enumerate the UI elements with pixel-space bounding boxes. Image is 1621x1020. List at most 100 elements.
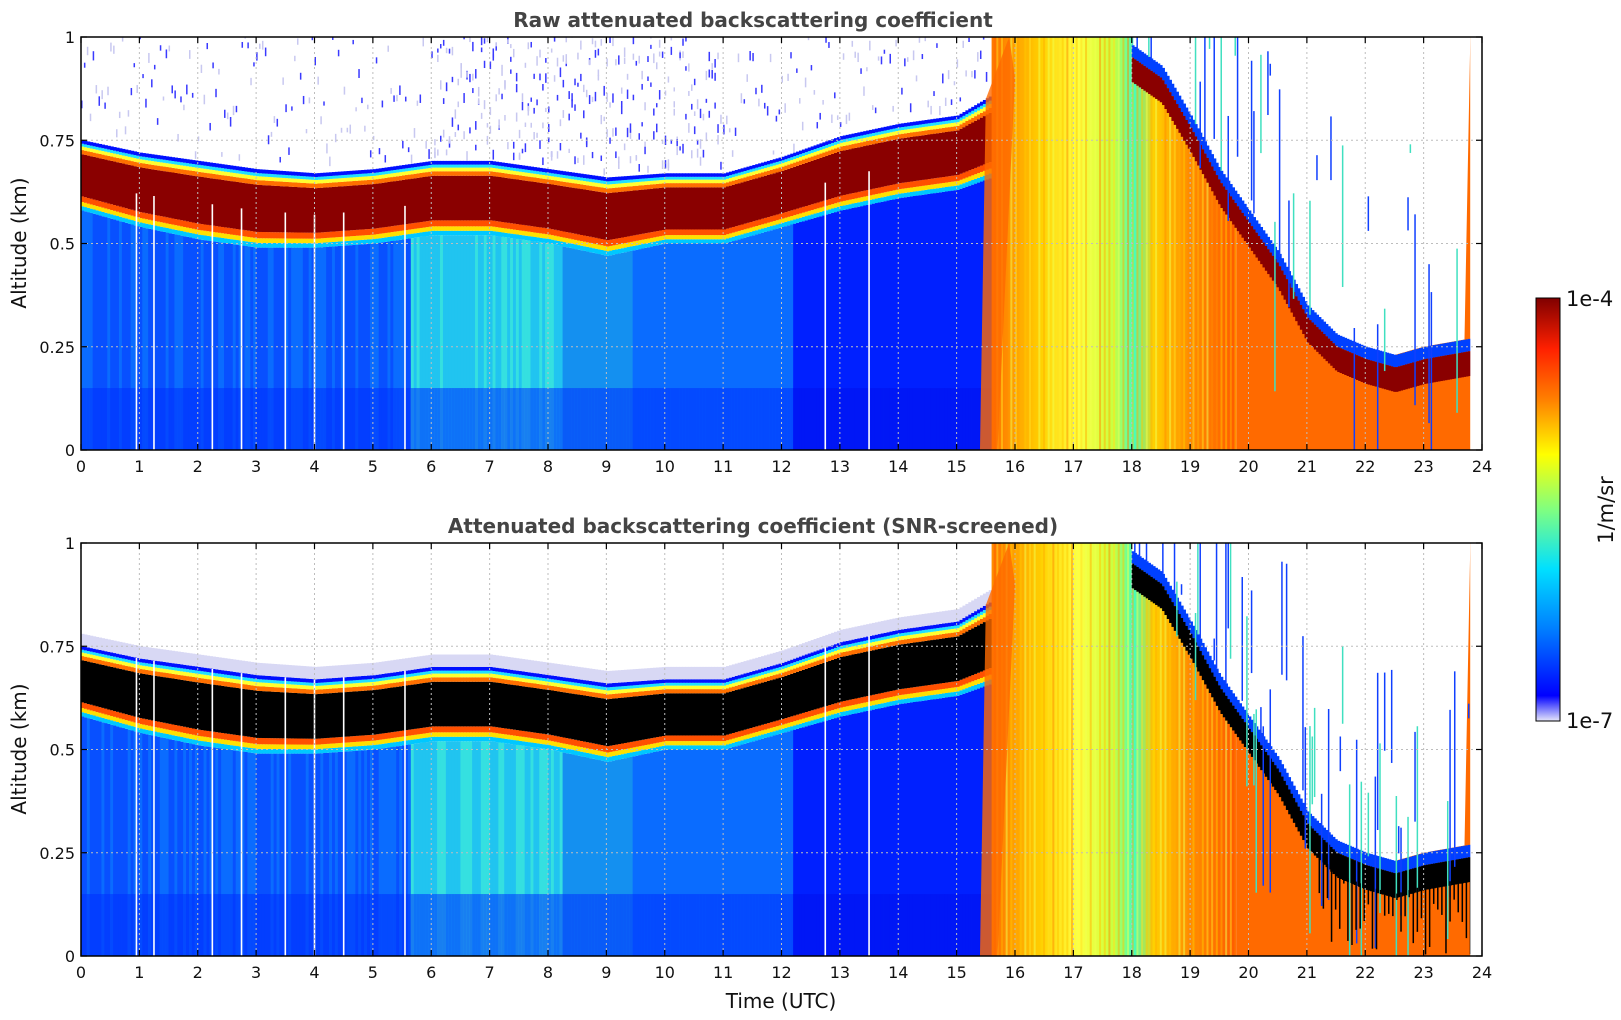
heat-cell — [162, 231, 167, 450]
heat-cell — [944, 187, 949, 192]
heat-cell — [816, 154, 821, 159]
heat-cell — [83, 713, 88, 718]
heat-cell — [367, 169, 371, 174]
heat-cell — [364, 229, 368, 236]
heat-cell — [548, 243, 552, 450]
heat-cell — [1323, 321, 1327, 335]
heat-cell — [1416, 361, 1420, 386]
heat-cell — [845, 194, 850, 201]
heat-cell — [250, 184, 254, 232]
heat-cell — [828, 204, 832, 210]
fog-streak — [1108, 37, 1111, 450]
heat-cell — [279, 664, 283, 677]
heat-cell — [81, 150, 85, 155]
heat-cell — [790, 163, 794, 168]
heat-cell — [387, 388, 391, 450]
heat-cell — [647, 388, 651, 450]
heat-cell — [224, 388, 228, 450]
heat-cell — [200, 736, 205, 742]
heat-cell — [273, 247, 278, 450]
heat-cell — [615, 183, 619, 188]
heat-cell — [422, 236, 427, 450]
heat-cell — [296, 681, 301, 685]
heat-cell — [714, 235, 718, 240]
heat-cell — [279, 232, 283, 239]
heat-cell — [118, 657, 123, 661]
heat-cell — [1220, 183, 1224, 208]
heat-cell — [291, 744, 295, 750]
heat-cell — [472, 164, 476, 168]
heat-cell — [530, 173, 535, 178]
heat-cell — [635, 185, 640, 191]
heat-cell — [597, 176, 602, 181]
heat-cell — [148, 164, 152, 169]
noise-speck — [542, 157, 544, 166]
heat-cell — [848, 144, 853, 150]
heat-cell — [1211, 166, 1214, 192]
heat-cell — [469, 226, 473, 231]
heat-cell — [437, 175, 441, 221]
heat-cell — [200, 235, 205, 240]
heat-cell — [416, 169, 421, 174]
heat-cell — [194, 167, 199, 172]
heat-cell — [159, 737, 164, 956]
heat-cell — [778, 157, 783, 162]
heat-cell — [688, 243, 692, 450]
heat-cell — [676, 388, 680, 450]
heat-cell — [1197, 128, 1200, 141]
heat-cell — [1152, 72, 1156, 98]
heat-cell — [241, 735, 246, 743]
heat-cell — [553, 176, 558, 181]
heat-cell — [256, 686, 260, 691]
heat-cell — [813, 213, 818, 218]
heat-cell — [472, 230, 476, 236]
heat-cell — [758, 388, 762, 450]
heat-cell — [775, 168, 780, 173]
heat-cell — [886, 136, 891, 142]
heat-cell — [530, 388, 535, 450]
heat-cell — [136, 166, 140, 212]
heat-cell — [907, 129, 911, 133]
heat-cell — [191, 734, 196, 740]
heat-cell — [510, 388, 514, 450]
heat-cell — [501, 177, 505, 223]
heat-cell — [416, 228, 421, 233]
noise-speck — [393, 95, 395, 102]
heat-cell — [244, 167, 248, 172]
heat-cell — [740, 230, 745, 235]
heat-cell — [81, 894, 85, 956]
heat-cell — [822, 206, 826, 212]
heat-cell — [708, 183, 713, 188]
heat-cell — [358, 173, 362, 177]
heat-cell — [626, 247, 631, 252]
heat-cell — [136, 645, 140, 659]
heat-cell — [839, 136, 844, 140]
heat-cell — [445, 235, 450, 450]
heat-cell — [259, 173, 263, 177]
heat-cell — [276, 738, 281, 745]
heat-cell — [711, 187, 715, 230]
heat-cell — [413, 388, 418, 450]
heat-cell — [104, 661, 108, 666]
heat-cell — [1351, 353, 1355, 378]
noise-speck — [92, 51, 95, 61]
heat-cell — [314, 388, 319, 450]
heat-cell — [752, 231, 756, 236]
heat-cell — [428, 161, 432, 166]
noise-speck — [451, 76, 454, 83]
noise-speck — [863, 86, 865, 96]
noise-speck — [512, 152, 515, 161]
heat-cell — [151, 158, 155, 162]
heat-cell — [515, 238, 520, 450]
heat-cell — [936, 118, 940, 123]
heat-cell — [299, 172, 304, 177]
heat-cell — [238, 173, 243, 178]
noise-speck — [720, 114, 722, 124]
heat-cell — [895, 183, 899, 190]
heat-cell — [381, 227, 386, 234]
heat-cell — [618, 176, 622, 181]
heat-cell — [977, 177, 981, 183]
heat-cell — [635, 245, 640, 250]
noise-speck — [568, 113, 570, 121]
heat-cell — [448, 226, 453, 231]
